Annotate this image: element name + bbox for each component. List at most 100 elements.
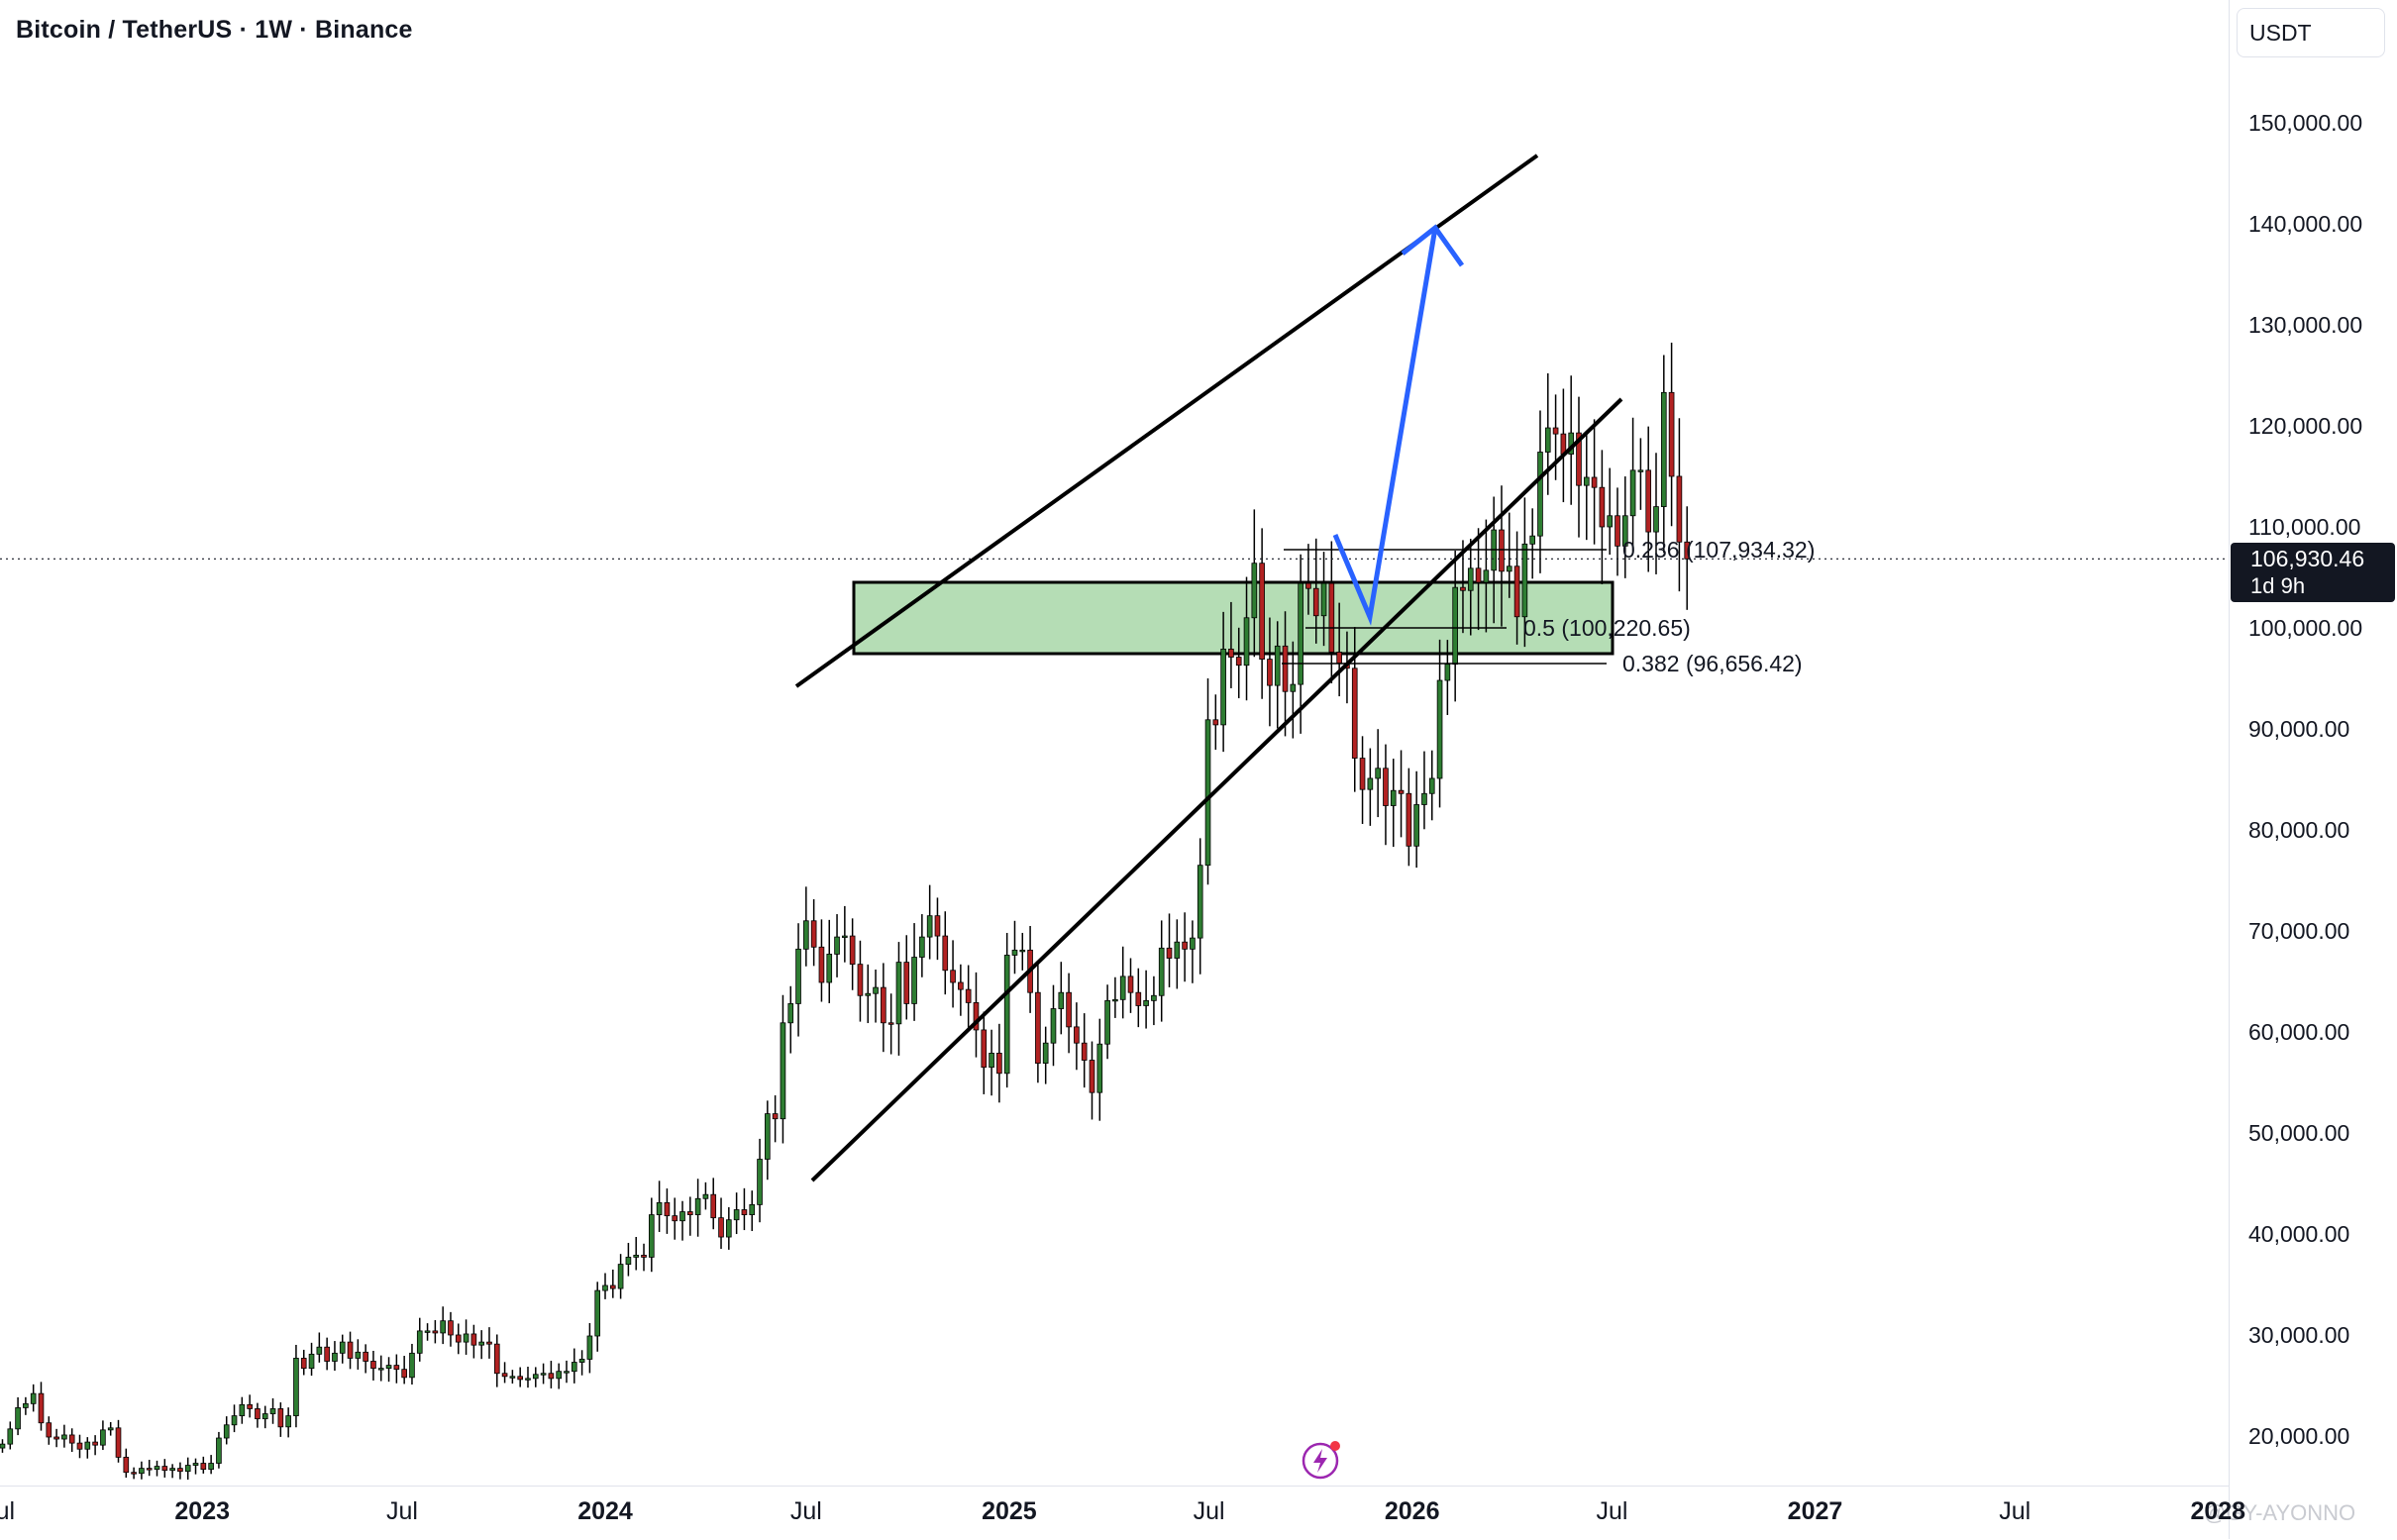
projection-arrowhead <box>1401 224 1465 267</box>
y-tick-label: 40,000.00 <box>2248 1221 2350 1247</box>
candle-body <box>881 986 886 1024</box>
candle <box>61 1424 67 1448</box>
candle <box>1182 912 1188 982</box>
candle-body <box>255 1408 261 1420</box>
candle <box>548 1360 555 1388</box>
candle-body <box>131 1472 137 1475</box>
candle-body <box>1653 506 1659 533</box>
candle <box>255 1402 261 1428</box>
candle <box>131 1467 137 1480</box>
candle-body <box>223 1424 230 1439</box>
candle-body <box>586 1335 593 1360</box>
candle <box>1282 611 1289 737</box>
y-tick-label: 50,000.00 <box>2248 1120 2350 1146</box>
candle-body <box>826 954 833 983</box>
candle <box>772 1095 779 1143</box>
x-tick-label: Jul <box>1193 1497 1225 1525</box>
candle-body <box>1290 683 1297 692</box>
candle <box>1621 476 1628 578</box>
candle <box>679 1200 685 1241</box>
candle <box>989 1029 994 1096</box>
y-tick-label: 20,000.00 <box>2248 1423 2350 1449</box>
candle-body <box>7 1428 14 1445</box>
candle <box>895 942 902 1056</box>
candle <box>161 1459 168 1478</box>
x-tick-label: 2026 <box>1384 1497 1440 1525</box>
candle-body <box>942 935 949 972</box>
candle <box>1298 554 1303 734</box>
candle <box>780 994 786 1144</box>
currency-selector[interactable]: USDT <box>2237 8 2385 57</box>
candle-body <box>355 1351 362 1359</box>
candle-body <box>810 920 817 948</box>
candle <box>803 886 809 967</box>
candle-body <box>1576 432 1582 486</box>
candle <box>733 1192 740 1235</box>
candle <box>424 1323 431 1341</box>
candle <box>540 1363 547 1385</box>
candle-body <box>478 1341 484 1346</box>
candle <box>1460 540 1466 634</box>
candle-body <box>1089 1060 1095 1093</box>
candle <box>1066 973 1072 1054</box>
candle-body <box>1676 475 1683 543</box>
fib-label-05: 0.5 (100,220.65) <box>1523 615 1691 641</box>
candle <box>1367 748 1374 826</box>
candle <box>1576 396 1582 538</box>
candle <box>1499 485 1505 627</box>
lightning-icon[interactable] <box>1301 1439 1342 1481</box>
candle-body <box>818 946 825 983</box>
candle-body <box>857 964 864 996</box>
chart-area[interactable] <box>0 0 2229 1486</box>
candle-body <box>1204 719 1211 867</box>
candle-body <box>200 1463 207 1471</box>
candle <box>1259 528 1265 699</box>
candle <box>718 1197 724 1249</box>
candle-body <box>1460 586 1466 591</box>
candle-body <box>1112 998 1118 1002</box>
candle-body <box>1243 617 1250 667</box>
candle-body <box>1521 543 1528 618</box>
candle-body <box>1615 515 1620 547</box>
time-scale[interactable] <box>0 1486 2229 1540</box>
candle <box>903 935 910 1020</box>
candle-body <box>1305 582 1311 589</box>
y-tick-label: 100,000.00 <box>2248 615 2363 641</box>
candle-body <box>842 935 848 938</box>
chart-title: Bitcoin / TetherUS · 1W · Binance <box>16 16 413 44</box>
candle-body <box>463 1333 469 1343</box>
candle <box>1529 508 1535 579</box>
candle-body <box>1212 719 1219 726</box>
candle-body <box>772 1113 779 1120</box>
candle-body <box>958 981 964 990</box>
candle <box>339 1334 346 1364</box>
candle <box>355 1339 362 1370</box>
y-tick-label: 30,000.00 <box>2248 1322 2350 1348</box>
price-chart[interactable] <box>0 0 2229 1486</box>
candle <box>578 1350 585 1376</box>
candle <box>1684 506 1691 610</box>
candle-body <box>370 1361 376 1370</box>
candle <box>1267 617 1273 727</box>
candle-body <box>1428 777 1435 794</box>
candle <box>293 1344 299 1428</box>
candle-body <box>393 1365 400 1371</box>
candle-body <box>231 1415 238 1426</box>
candle <box>448 1311 454 1347</box>
candle-body <box>679 1211 685 1222</box>
x-tick-label: Jul <box>1596 1497 1628 1525</box>
candle-body <box>1336 652 1342 665</box>
candle-body <box>1251 563 1258 619</box>
candle <box>432 1320 439 1344</box>
candle-body <box>1096 1043 1103 1093</box>
price-scale[interactable] <box>2229 0 2397 1539</box>
candle <box>873 970 879 1023</box>
y-tick-label: 150,000.00 <box>2248 110 2363 136</box>
candle-body <box>1298 582 1303 685</box>
candle-body <box>177 1468 183 1473</box>
candle <box>1074 1002 1080 1071</box>
candle <box>247 1394 253 1418</box>
candle-body <box>1513 565 1520 618</box>
candle-body <box>780 1022 786 1120</box>
candle <box>973 972 980 1058</box>
